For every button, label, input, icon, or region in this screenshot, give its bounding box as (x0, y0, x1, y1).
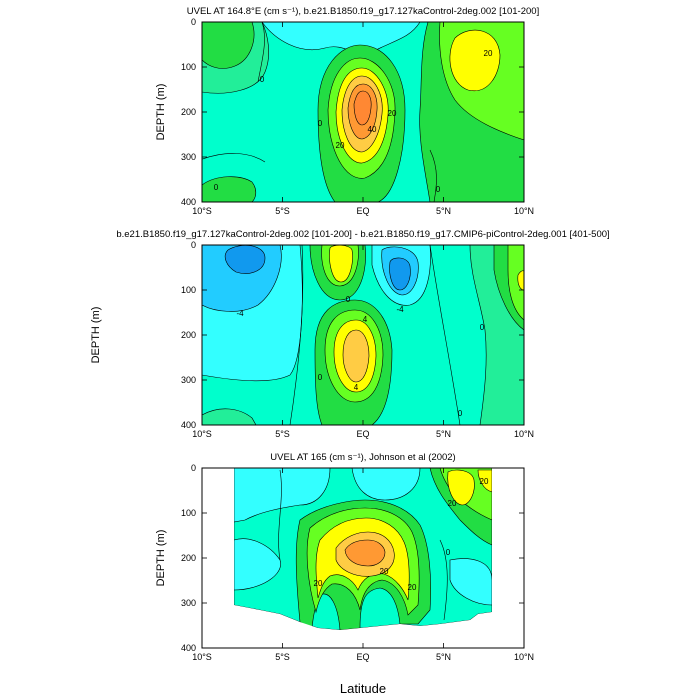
contour-label: 20 (314, 579, 323, 588)
x-tick-label: 10°N (514, 206, 534, 216)
contour-label: 20 (380, 567, 389, 576)
contour-label: 20 (480, 477, 489, 486)
x-tick-label: 10°N (514, 429, 534, 439)
contour-label: 4 (354, 383, 359, 392)
y-tick-label: 0 (191, 240, 196, 250)
x-tick-label: EQ (356, 652, 369, 662)
panel-2-contour-labels: -4 0 0 -4 4 4 0 0 (236, 295, 484, 418)
panel-2: b.e21.B1850.f19_g17.127kaControl-2deg.00… (90, 229, 610, 439)
y-tick-label: 0 (191, 463, 196, 473)
x-tick-label: EQ (356, 206, 369, 216)
contour-label: 0 (318, 119, 323, 128)
contour-label: -4 (396, 305, 404, 314)
x-tick-label: 5°S (275, 429, 290, 439)
panel-1-title: UVEL AT 164.8°E (cm s⁻¹), b.e21.B1850.f1… (187, 6, 539, 17)
y-tick-label: 300 (181, 375, 196, 385)
x-tick-label: 5°N (436, 429, 451, 439)
contour-label: 4 (363, 315, 368, 324)
panel-1-contour-labels: 0 0 20 40 20 20 0 0 (214, 49, 493, 194)
panel-2-contours (202, 245, 524, 425)
panel-3-title: UVEL AT 165 (cm s⁻¹), Johnson et al (200… (270, 452, 455, 463)
contour-label: 0 (480, 323, 485, 332)
contour-label: 0 (458, 409, 463, 418)
panel-3-contours (202, 468, 524, 648)
panel-2-ylabel: DEPTH (m) (90, 307, 102, 364)
contour-label: -4 (236, 309, 244, 318)
panel-3: UVEL AT 165 (cm s⁻¹), Johnson et al (200… (155, 452, 534, 662)
x-tick-label: 5°N (436, 206, 451, 216)
y-tick-label: 0 (191, 17, 196, 27)
contour-label: 20 (448, 499, 457, 508)
contour-label: 20 (484, 49, 493, 58)
panel-1-contours (202, 22, 524, 202)
x-tick-label: 5°S (275, 652, 290, 662)
y-tick-label: 400 (181, 197, 196, 207)
contour-label: 20 (336, 141, 345, 150)
y-tick-label: 100 (181, 62, 196, 72)
panel-3-ylabel: DEPTH (m) (155, 530, 167, 587)
x-tick-label: 10°S (192, 652, 212, 662)
y-tick-label: 300 (181, 598, 196, 608)
x-tick-label: EQ (356, 429, 369, 439)
panel-1-ylabel: DEPTH (m) (155, 84, 167, 141)
panel-1-xticks: 10°S 5°S EQ 5°N 10°N (192, 22, 534, 216)
x-tick-label: 5°N (436, 652, 451, 662)
x-axis-label: Latitude (340, 681, 386, 696)
contour-label: 20 (408, 583, 417, 592)
x-tick-label: 10°S (192, 429, 212, 439)
panel-2-title: b.e21.B1850.f19_g17.127kaControl-2deg.00… (116, 229, 609, 240)
panel-1: UVEL AT 164.8°E (cm s⁻¹), b.e21.B1850.f1… (155, 6, 539, 216)
x-tick-label: 5°S (275, 206, 290, 216)
y-tick-label: 300 (181, 152, 196, 162)
y-tick-label: 200 (181, 330, 196, 340)
y-tick-label: 200 (181, 553, 196, 563)
contour-label: 0 (346, 295, 351, 304)
contour-label: 0 (436, 185, 441, 194)
panel-3-contour-labels: 20 20 20 20 20 0 (314, 477, 489, 592)
contour-label: 20 (388, 109, 397, 118)
contour-label: 0 (214, 183, 219, 192)
y-tick-label: 100 (181, 508, 196, 518)
x-tick-label: 10°N (514, 652, 534, 662)
panel-2-xticks: 10°S 5°S EQ 5°N 10°N (192, 245, 534, 439)
contour-label: 40 (368, 125, 377, 134)
y-tick-label: 100 (181, 285, 196, 295)
y-tick-label: 400 (181, 643, 196, 653)
contour-label: 0 (446, 548, 451, 557)
contour-label: 0 (260, 75, 265, 84)
y-tick-label: 200 (181, 107, 196, 117)
x-tick-label: 10°S (192, 206, 212, 216)
panel-3-xticks: 10°S 5°S EQ 5°N 10°N (192, 468, 534, 662)
y-tick-label: 400 (181, 420, 196, 430)
contour-label: 0 (318, 373, 323, 382)
